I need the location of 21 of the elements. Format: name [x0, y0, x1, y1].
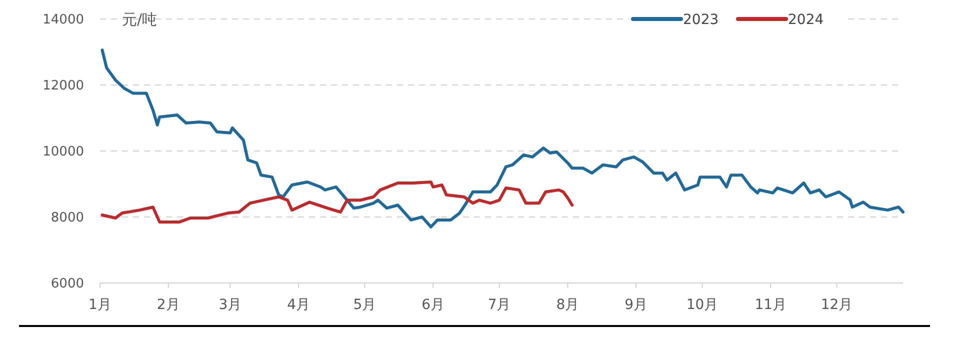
x-tick-label: 3月	[218, 297, 242, 313]
y-tick-label: 14000	[42, 12, 84, 28]
y-tick-label: 12000	[42, 78, 84, 94]
x-tick-label: 10月	[686, 297, 718, 313]
x-tick-label: 6月	[422, 297, 445, 313]
x-tick-label: 7月	[488, 297, 511, 313]
legend-label: 2024	[788, 12, 824, 28]
x-tick-label: 5月	[353, 297, 376, 313]
y-tick-label: 6000	[50, 276, 84, 292]
y-tick-label: 8000	[50, 210, 84, 226]
x-tick-label: 9月	[624, 297, 648, 313]
y-axis-title: 元/吨	[122, 10, 158, 28]
x-tick-label: 4月	[287, 297, 310, 313]
x-tick-label: 1月	[88, 297, 112, 313]
x-tick-label: 8月	[556, 297, 580, 313]
line-series	[100, 180, 574, 224]
x-tick-label: 11月	[754, 297, 787, 313]
x-tick-label: 12月	[820, 297, 853, 313]
x-tick-label: 2月	[156, 297, 180, 313]
legend-label: 2023	[683, 12, 719, 28]
y-tick-label: 10000	[42, 144, 84, 160]
